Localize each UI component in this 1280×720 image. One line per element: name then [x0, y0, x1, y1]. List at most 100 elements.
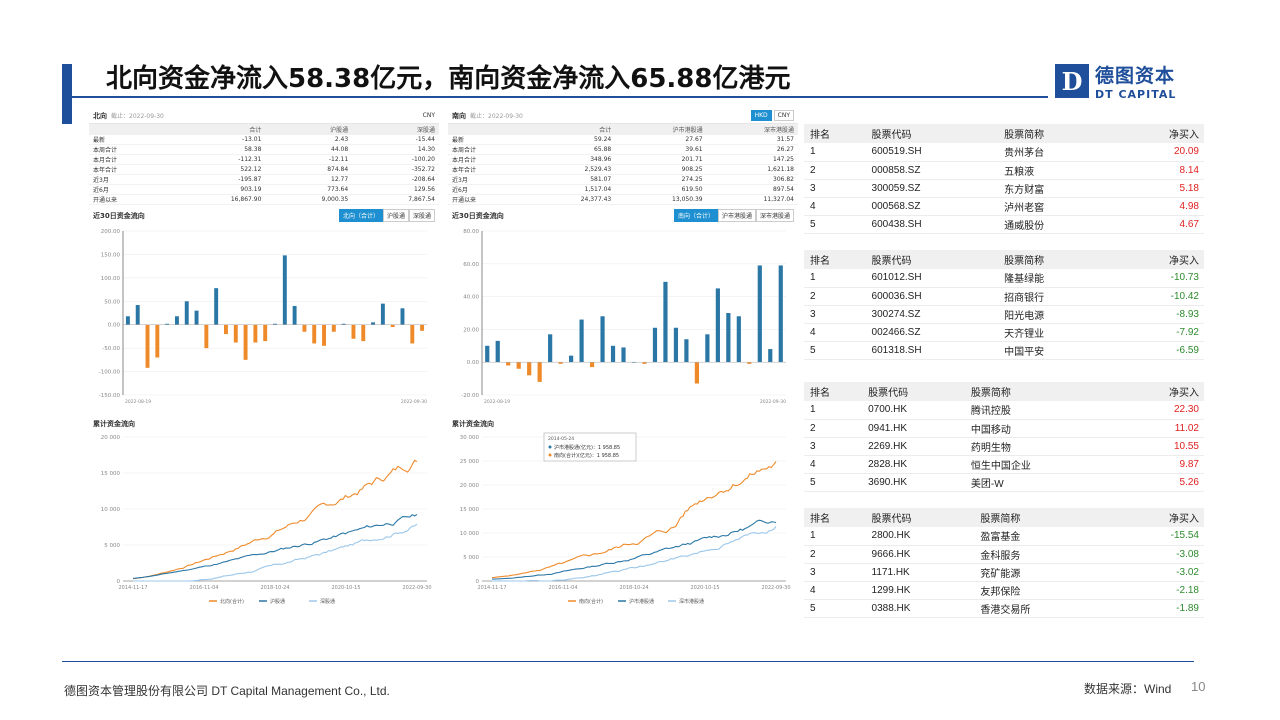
bar[interactable] [642, 362, 647, 364]
y-tick-label: 20.00 [463, 327, 479, 333]
bar[interactable] [726, 313, 731, 363]
bar[interactable] [673, 327, 679, 363]
bar[interactable] [768, 349, 773, 363]
north-bar-tabs: 北向（合计） 沪股通 深股通 [338, 209, 435, 222]
bar[interactable] [165, 323, 170, 325]
bar[interactable] [600, 316, 605, 363]
bar[interactable] [302, 324, 307, 332]
bar[interactable] [214, 288, 219, 325]
currency-hkd-button[interactable]: HKD [750, 110, 772, 121]
north-header: 北向 截止：2022-09-30 CNY [89, 108, 439, 124]
bar[interactable] [292, 305, 297, 325]
bar[interactable] [322, 324, 326, 346]
bar[interactable] [145, 324, 150, 368]
north-currency[interactable]: CNY [422, 112, 435, 119]
table-cell: 2,529.43 [523, 164, 616, 175]
bar[interactable] [253, 324, 258, 343]
table-header: 合计 [169, 124, 266, 135]
logo-mark-icon: D [1055, 64, 1089, 98]
table-cell: 2800.HK [865, 527, 975, 546]
bar[interactable] [736, 316, 741, 363]
bar[interactable] [273, 323, 277, 325]
bar[interactable] [371, 322, 376, 325]
bar[interactable] [778, 265, 783, 363]
bar[interactable] [506, 362, 511, 366]
bar[interactable] [400, 308, 405, 325]
tab-sh-connect[interactable]: 沪股通 [382, 209, 409, 222]
bar[interactable] [652, 327, 658, 363]
table-cell: 14.30 [352, 144, 439, 155]
table-cell: 3 [804, 563, 866, 582]
bar[interactable] [485, 345, 490, 363]
bar[interactable] [341, 323, 346, 325]
tab-sz-hk-connect[interactable]: 深市港股通 [755, 209, 794, 222]
bar[interactable] [516, 362, 521, 369]
y-tick-label: 15 000 [460, 507, 480, 513]
bar[interactable] [694, 362, 699, 384]
table-row: 近6月 903.19 773.64 129.56 [89, 184, 439, 195]
bar[interactable] [243, 324, 248, 360]
table-cell: 4.67 [1106, 215, 1204, 234]
bar[interactable] [125, 316, 130, 325]
bar[interactable] [684, 339, 689, 363]
x-tick-label: 2022-09-30 [760, 399, 786, 405]
table-cell: 000568.SZ [865, 197, 999, 216]
bar[interactable] [589, 362, 595, 368]
bar[interactable] [715, 288, 720, 363]
bar[interactable] [663, 281, 668, 363]
bar[interactable] [631, 362, 637, 363]
bar[interactable] [579, 319, 584, 363]
table-cell: 300274.SZ [865, 305, 999, 324]
series-line [492, 519, 777, 580]
bar[interactable] [390, 324, 395, 328]
bar[interactable] [361, 324, 366, 342]
table-cell: 773.64 [265, 184, 353, 195]
bar[interactable] [351, 324, 356, 339]
bar[interactable] [537, 362, 542, 382]
table-cell: -195.87 [169, 174, 266, 185]
bar[interactable] [527, 362, 532, 376]
bar[interactable] [569, 355, 574, 363]
currency-cny-button[interactable]: CNY [773, 110, 794, 121]
bar[interactable] [495, 340, 500, 363]
table-header: 股票代码 [865, 124, 999, 143]
bar[interactable] [705, 334, 710, 363]
legend-label: 深市港股通 [679, 598, 704, 605]
south-currency-toggle: HKD CNY [750, 110, 794, 121]
bar[interactable] [410, 324, 415, 344]
table-header: 股票简称 [974, 508, 1107, 527]
bar[interactable] [233, 324, 238, 343]
bar[interactable] [380, 303, 385, 325]
bar[interactable] [204, 324, 209, 349]
bar[interactable] [135, 305, 140, 325]
bar[interactable] [548, 334, 553, 363]
bar[interactable] [194, 310, 199, 325]
bar[interactable] [174, 316, 179, 325]
bar[interactable] [558, 362, 563, 364]
bar[interactable] [224, 324, 228, 335]
bar[interactable] [184, 301, 189, 325]
y-tick-label: 25 000 [460, 459, 480, 465]
tab-sz-connect[interactable]: 深股通 [408, 209, 435, 222]
bar[interactable] [312, 324, 317, 344]
table-cell: 306.82 [706, 174, 798, 185]
bar[interactable] [747, 362, 752, 364]
tooltip-line: 沪市港股通(亿元)：1 958.85 [554, 444, 620, 451]
y-tick-label: 40.00 [463, 295, 479, 301]
bar[interactable] [282, 255, 287, 325]
bar[interactable] [610, 345, 616, 363]
bar[interactable] [263, 324, 268, 342]
bar[interactable] [420, 324, 425, 331]
bar[interactable] [757, 265, 762, 363]
table-cell: 147.25 [706, 154, 798, 165]
table-cell: 2 [804, 419, 863, 438]
table-cell: 兖矿能源 [974, 563, 1107, 582]
north-title: 北向 [93, 111, 107, 120]
bar[interactable] [331, 324, 336, 332]
tab-south-total[interactable]: 南向（合计） [673, 209, 718, 222]
table-header: 股票简称 [998, 250, 1107, 269]
bar[interactable] [155, 324, 160, 358]
tab-sh-hk-connect[interactable]: 沪市港股通 [717, 209, 756, 222]
bar[interactable] [621, 347, 626, 363]
tab-north-total[interactable]: 北向（合计） [338, 209, 383, 222]
